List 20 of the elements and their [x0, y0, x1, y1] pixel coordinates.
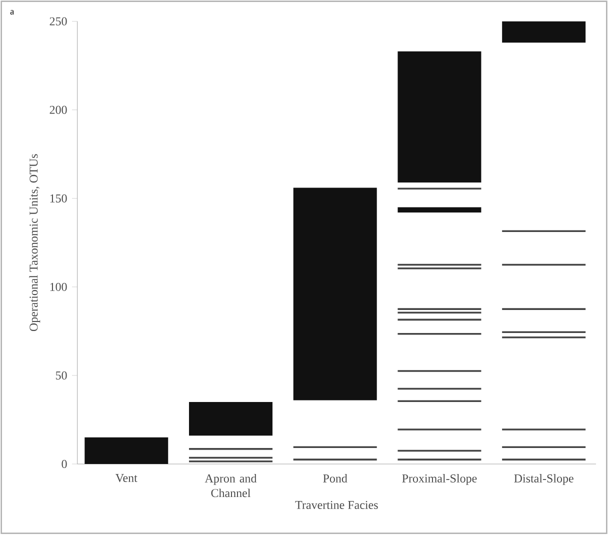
bar — [398, 207, 482, 213]
bar — [502, 22, 586, 43]
y-axis-title: Operational Taxonomic Units, OTUs — [29, 154, 40, 332]
x-tick-label: Apron and Channel — [204, 474, 257, 498]
x-tick-label: Proximal-Slope — [402, 474, 477, 486]
y-tick-label: 150 — [50, 194, 67, 203]
x-axis-title: Travertine Facies — [295, 501, 378, 510]
y-tick-label: 0 — [62, 460, 67, 468]
y-tick-label: 100 — [50, 283, 67, 292]
x-tick-label: Pond — [323, 474, 348, 483]
y-tick-label: 200 — [50, 106, 67, 114]
x-tick-label: Vent — [116, 474, 138, 482]
y-tick-label: 50 — [56, 372, 67, 380]
y-tick-label: 250 — [50, 17, 67, 26]
bar — [84, 438, 168, 464]
bar — [293, 188, 377, 400]
bar — [188, 402, 272, 436]
text: a — [10, 10, 14, 15]
x-tick-label: Distal-Slope — [514, 474, 574, 486]
bar — [398, 52, 482, 183]
